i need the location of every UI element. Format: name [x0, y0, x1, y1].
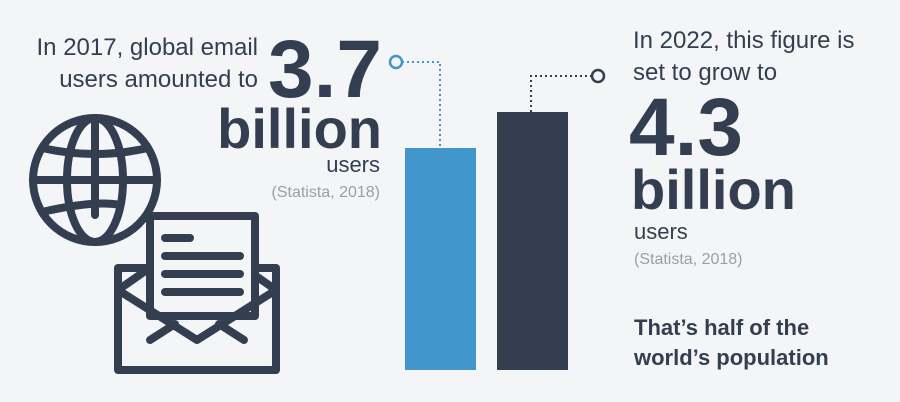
- note: world’s population: [633, 345, 829, 370]
- unit: billion: [217, 97, 382, 160]
- lead-line: users amounted to: [59, 66, 258, 93]
- source: (Statista, 2018): [272, 184, 381, 201]
- noun: users: [634, 219, 688, 244]
- email-icon: [29, 114, 280, 374]
- source: (Statista, 2018): [634, 251, 743, 268]
- bar: [405, 148, 476, 370]
- lead-line: In 2017, global email: [37, 34, 258, 61]
- value-label: 4.3: [629, 82, 743, 173]
- connector: [402, 61, 441, 148]
- connector-dot: [388, 54, 404, 70]
- unit: billion: [631, 158, 796, 221]
- lead-line: In 2022, this figure is: [633, 27, 854, 54]
- noun: users: [326, 152, 380, 177]
- value-label: 3.7: [268, 24, 382, 115]
- lead-line: set to grow to: [633, 59, 777, 86]
- connector-dot: [590, 68, 606, 84]
- bar: [497, 112, 568, 370]
- note: That’s half of the: [634, 315, 809, 340]
- connector: [530, 75, 592, 112]
